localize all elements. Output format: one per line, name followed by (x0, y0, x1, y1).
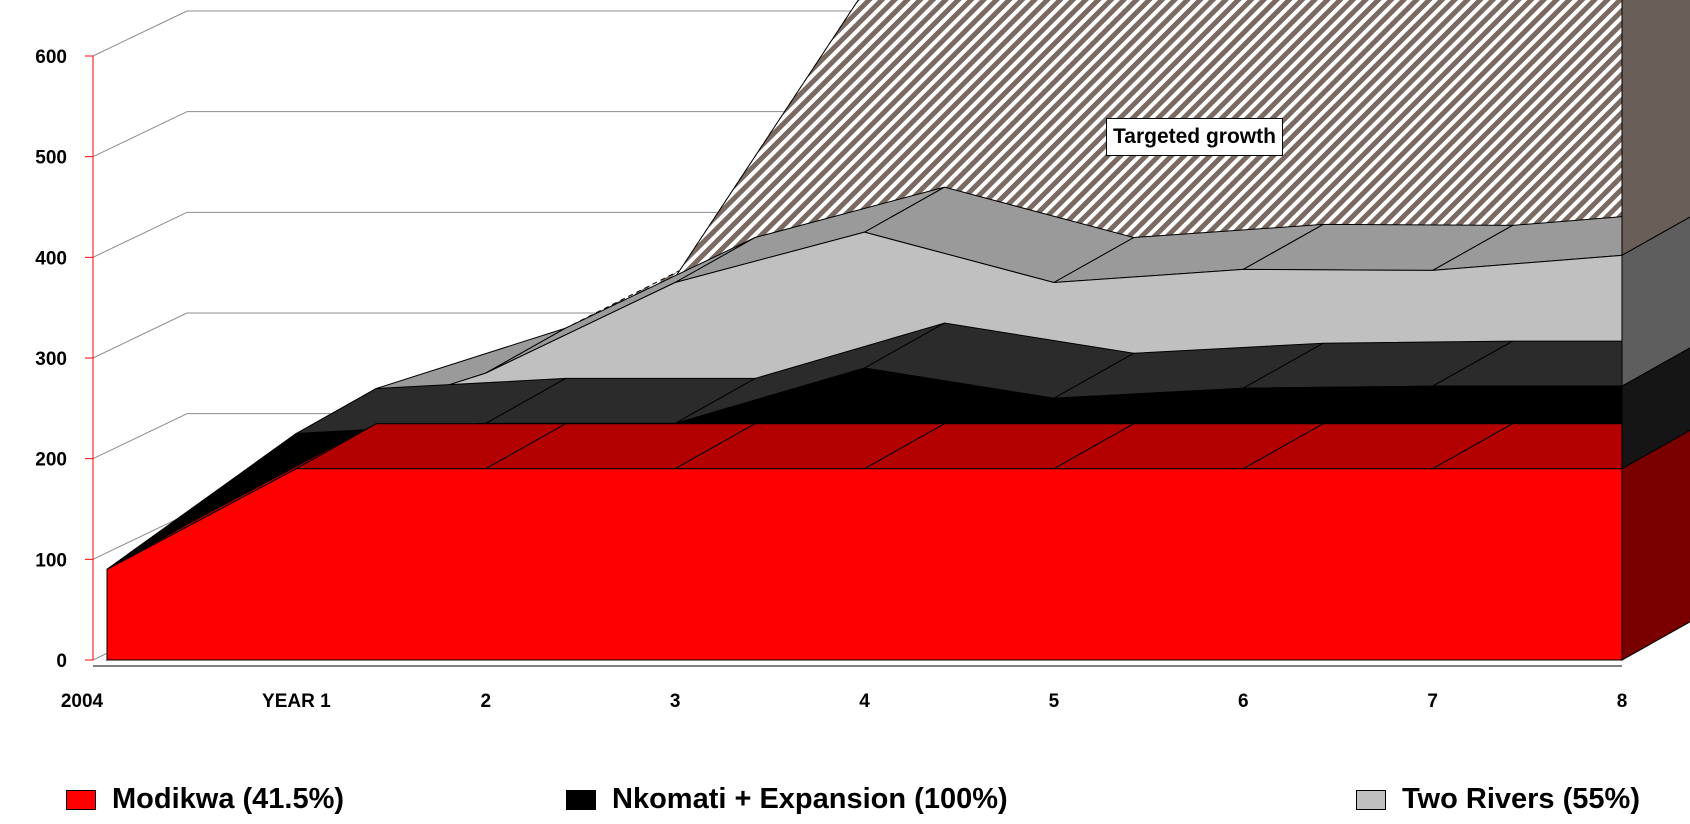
legend-item-two-rivers: Two Rivers (55%) (1356, 783, 1640, 816)
gridline-depth (92, 413, 188, 460)
legend-item-nkomati: Nkomati + Expansion (100%) (566, 783, 1008, 816)
legend-item-modikwa: Modikwa (41.5%) (66, 783, 344, 816)
x-tick-label: 2004 (61, 691, 104, 712)
y-tick-label: 300 (35, 349, 67, 370)
x-tick-label: 6 (1238, 691, 1249, 712)
gridline-depth (92, 10, 188, 57)
gridline-depth (92, 312, 188, 359)
x-tick-label: 4 (859, 691, 870, 712)
x-tick-label: 8 (1617, 691, 1628, 712)
targeted-growth-label: Targeted growth (1106, 118, 1283, 156)
x-tick-label: 5 (1049, 691, 1060, 712)
y-tick-label: 600 (35, 47, 67, 68)
x-tick-label: 7 (1427, 691, 1438, 712)
y-tick-label: 0 (56, 651, 67, 672)
x-tick-label: YEAR 1 (262, 691, 331, 712)
series-side-growth (1621, 0, 1690, 257)
legend-label-nkomati: Nkomati + Expansion (100%) (612, 783, 1008, 815)
legend-swatch-modikwa (66, 789, 96, 810)
legend-label-two-rivers: Two Rivers (55%) (1402, 783, 1640, 815)
y-tick-label: 100 (35, 550, 67, 571)
gridline-depth (92, 513, 188, 560)
legend-swatch-two-rivers (1356, 789, 1386, 810)
x-tick-label: 2 (480, 691, 491, 712)
gridline-depth (92, 211, 188, 258)
y-tick-label: 200 (35, 450, 67, 471)
legend-swatch-nkomati (566, 789, 596, 810)
series-side-modikwa-41-5 (1621, 429, 1690, 661)
y-tick-label: 400 (35, 248, 67, 269)
y-tick-label: 500 (35, 148, 67, 169)
x-tick-label: 3 (670, 691, 681, 712)
series-side-nkomati-expansion-100 (1621, 347, 1690, 470)
gridline-depth (92, 111, 188, 158)
series-area-modikwa-41-5 (106, 468, 1623, 661)
series-side-two-rivers-55 (1621, 216, 1690, 388)
legend-label-modikwa: Modikwa (41.5%) (112, 783, 345, 815)
